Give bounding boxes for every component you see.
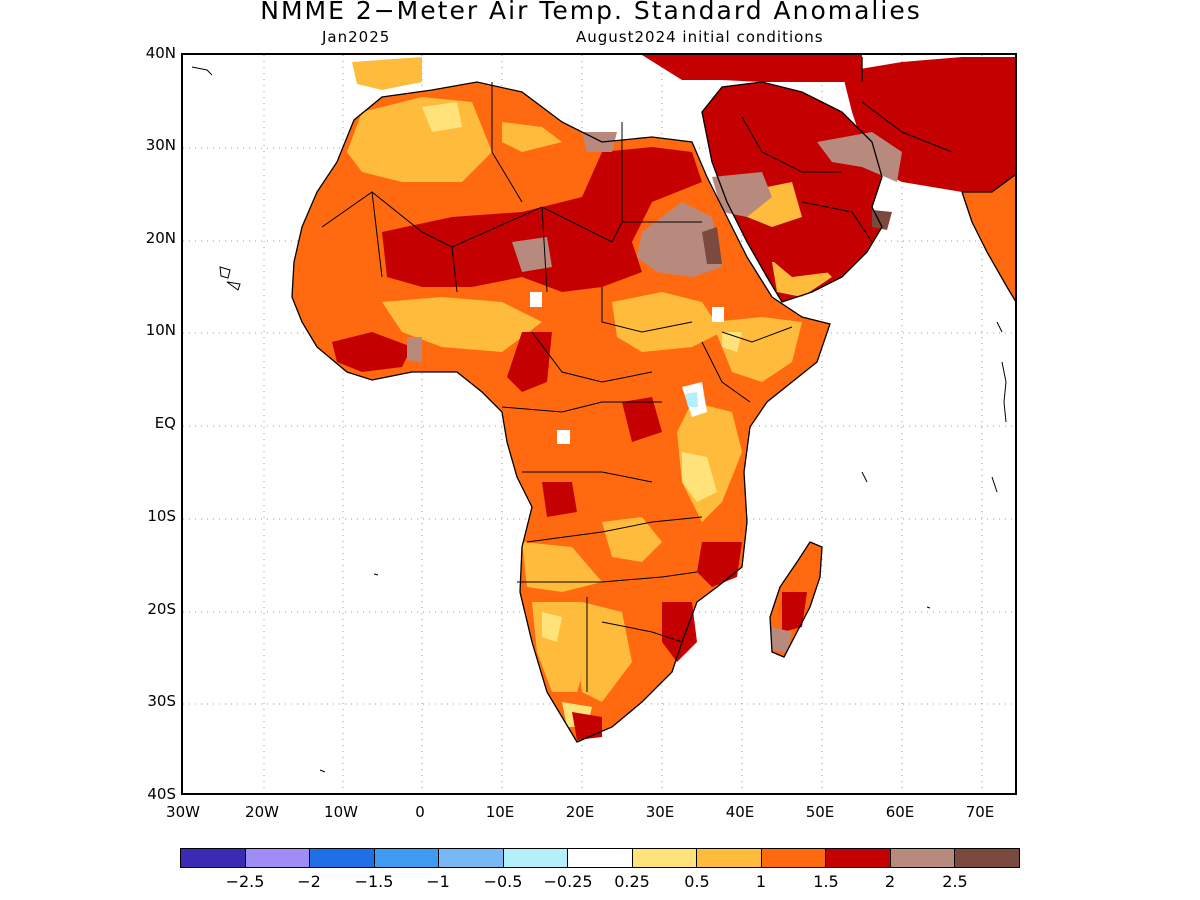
legend-swatch-8 bbox=[632, 849, 698, 867]
color-legend bbox=[180, 848, 1020, 868]
lon-label-60e: 60E bbox=[885, 803, 915, 821]
legend-label: −2.5 bbox=[225, 872, 265, 891]
coastlines bbox=[291, 57, 1015, 743]
legend-label: −2 bbox=[297, 872, 321, 891]
legend-label: 1.5 bbox=[813, 872, 839, 891]
legend-label: −0.5 bbox=[483, 872, 523, 891]
lat-label-40s: 40S bbox=[147, 785, 176, 803]
legend-label: 0.25 bbox=[614, 872, 650, 891]
lat-label-10s: 10S bbox=[147, 507, 176, 525]
lon-label-0: 0 bbox=[415, 803, 425, 821]
legend-swatch-10 bbox=[761, 849, 827, 867]
lon-label-30e: 30E bbox=[645, 803, 675, 821]
legend-swatch-4 bbox=[374, 849, 440, 867]
map-title: NMME 2−Meter Air Temp. Standard Anomalie… bbox=[260, 0, 922, 25]
legend-swatch-9 bbox=[697, 849, 762, 867]
legend-swatch-13 bbox=[955, 849, 1019, 867]
anomaly-2-to-2-5 bbox=[407, 132, 902, 652]
india-region bbox=[962, 174, 1015, 301]
initial-conditions-label: August2024 initial conditions bbox=[576, 28, 824, 46]
forecast-month: Jan2025 bbox=[322, 28, 391, 46]
legend-label: −1 bbox=[426, 872, 450, 891]
legend-label: −0.25 bbox=[543, 872, 593, 891]
turkey-region bbox=[642, 55, 862, 82]
lon-label-70e: 70E bbox=[965, 803, 995, 821]
anomaly-near-zero bbox=[530, 292, 724, 444]
lat-label-40n: 40N bbox=[145, 44, 176, 62]
anomaly-above-2-5 bbox=[702, 210, 892, 264]
legend-label: 0.5 bbox=[684, 872, 710, 891]
legend-label: −1.5 bbox=[354, 872, 394, 891]
lon-label-10e: 10E bbox=[485, 803, 515, 821]
lon-label-50e: 50E bbox=[805, 803, 835, 821]
anomaly-0-25-to-0-5 bbox=[422, 102, 742, 727]
lon-label-20e: 20E bbox=[565, 803, 595, 821]
legend-swatch-1 bbox=[181, 849, 246, 867]
legend-swatch-7 bbox=[568, 849, 633, 867]
lon-label-10w: 10W bbox=[324, 803, 358, 821]
lat-label-20n: 20N bbox=[145, 229, 176, 247]
anomaly-map bbox=[181, 53, 1017, 795]
lon-label-20w: 20W bbox=[245, 803, 279, 821]
legend-label: 2.5 bbox=[942, 872, 968, 891]
lon-label-40e: 40E bbox=[725, 803, 755, 821]
legend-swatch-5 bbox=[439, 849, 504, 867]
country-borders bbox=[321, 82, 953, 692]
lat-label-eq: EQ bbox=[154, 414, 176, 432]
lat-label-20s: 20S bbox=[147, 600, 176, 618]
legend-swatch-11 bbox=[826, 849, 891, 867]
legend-swatch-12 bbox=[890, 849, 956, 867]
anomaly-map-svg bbox=[183, 55, 1015, 793]
legend-label: 1 bbox=[755, 872, 767, 891]
lat-label-30n: 30N bbox=[145, 136, 176, 154]
lon-label-30w: 30W bbox=[166, 803, 200, 821]
iberia-region bbox=[352, 57, 422, 90]
islands bbox=[191, 66, 1007, 773]
legend-swatch-6 bbox=[503, 849, 569, 867]
lat-label-30s: 30S bbox=[147, 692, 176, 710]
lat-label-10n: 10N bbox=[145, 321, 176, 339]
legend-swatch-3 bbox=[310, 849, 375, 867]
legend-swatch-2 bbox=[245, 849, 311, 867]
legend-label: 2 bbox=[884, 872, 896, 891]
